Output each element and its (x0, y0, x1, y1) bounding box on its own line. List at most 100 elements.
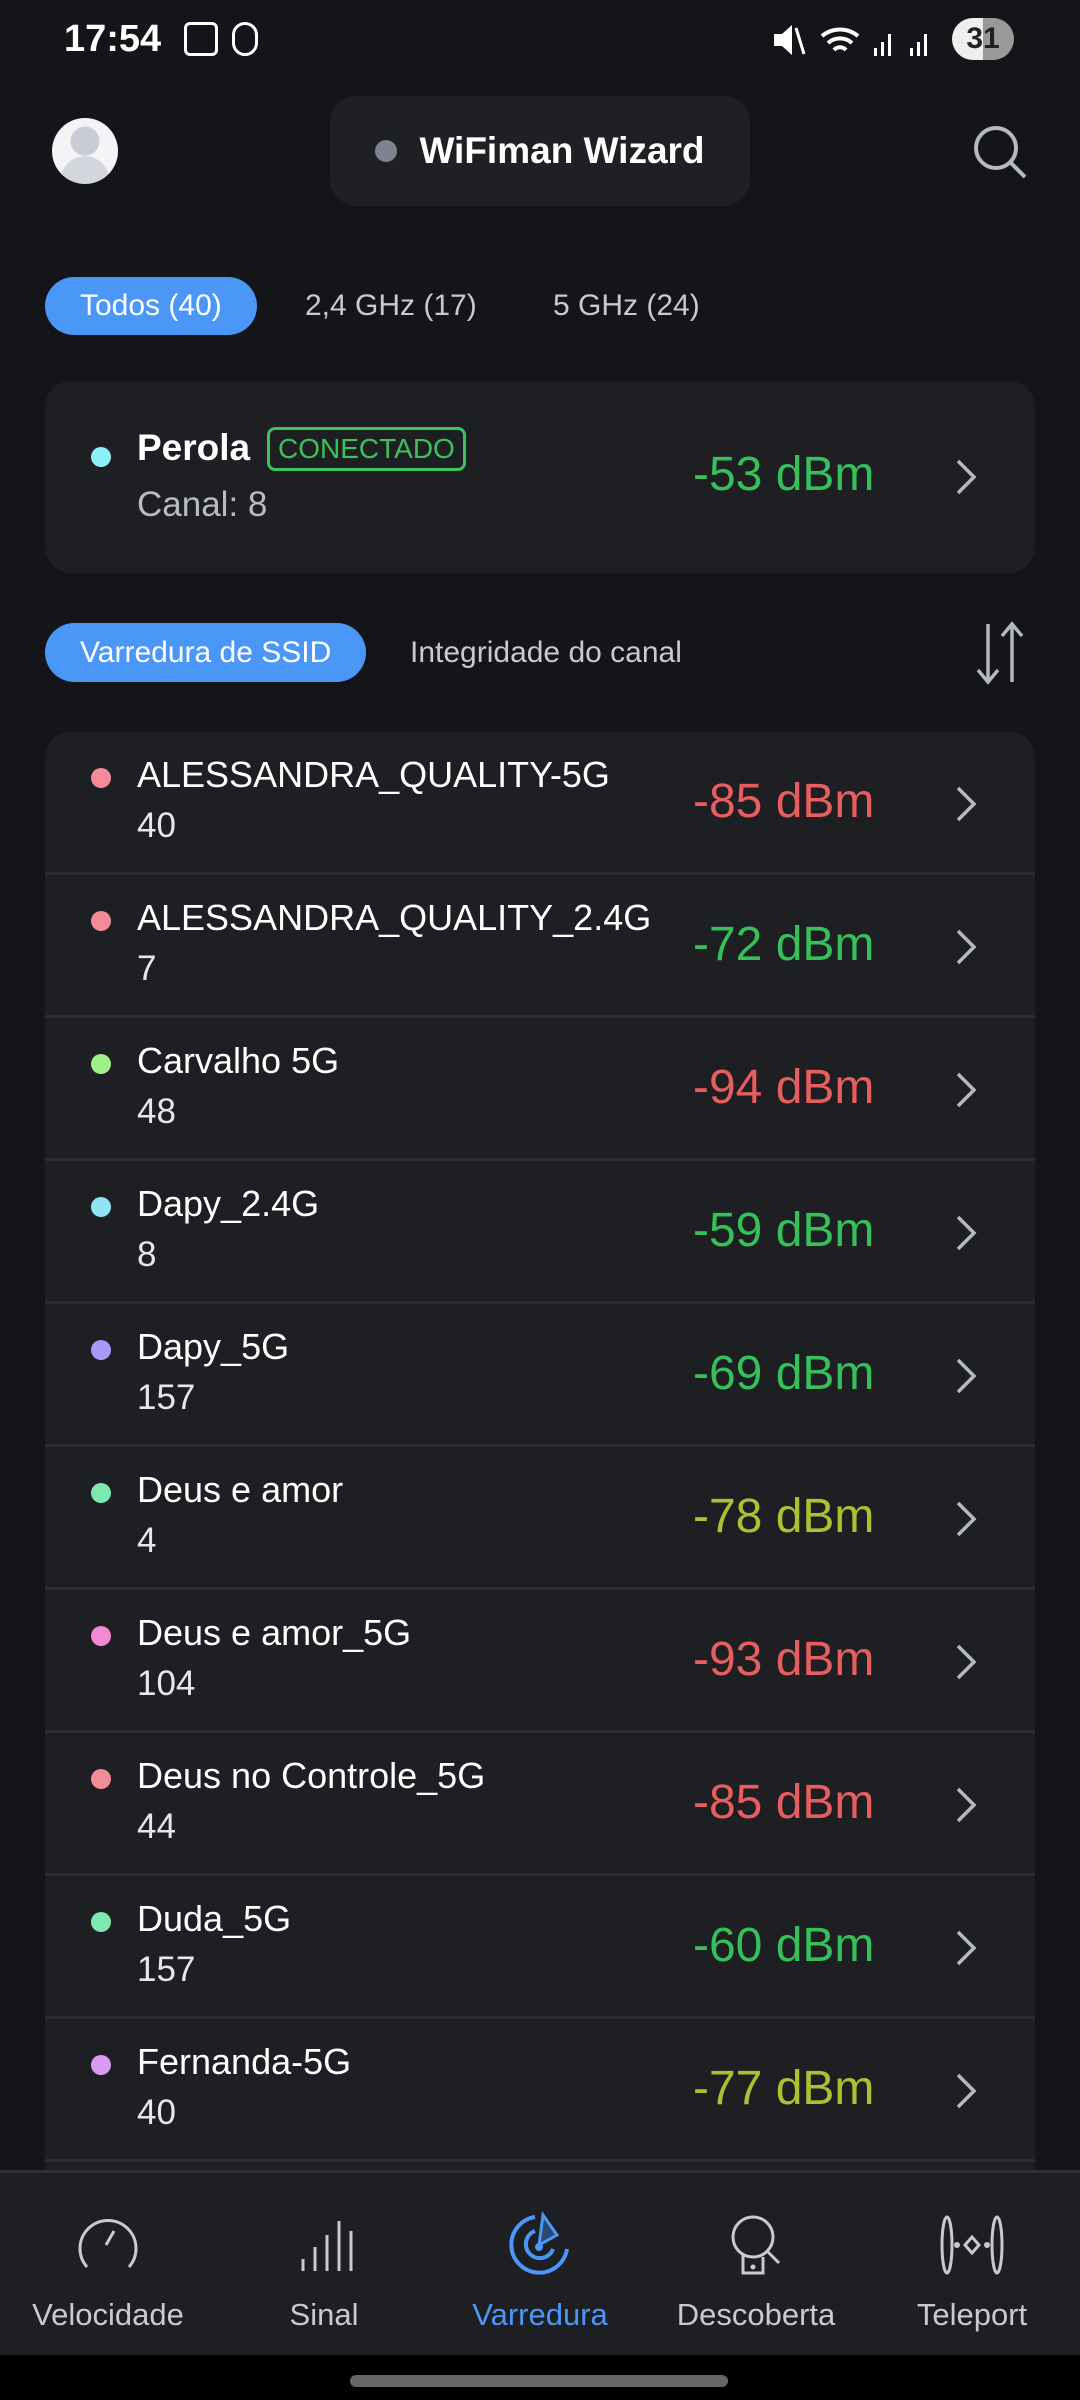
nav-label: Varredura (472, 2297, 608, 2332)
status-dot (375, 140, 398, 162)
network-signal: -94 dBm (693, 1061, 875, 1114)
chevron-right-icon (956, 2073, 977, 2109)
network-color-dot (91, 768, 111, 788)
network-signal: -59 dBm (693, 1204, 875, 1257)
network-channel: 48 (137, 1092, 176, 1131)
network-ssid: Fernanda-5G (137, 2041, 352, 2082)
chevron-right-icon (956, 1644, 977, 1680)
network-color-dot (91, 2055, 111, 2075)
nav-scan[interactable]: Varredura (432, 2173, 648, 2355)
battery-indicator: 31 (952, 18, 1014, 60)
network-signal: -60 dBm (693, 1919, 875, 1972)
status-bar: 17:54 31 (0, 0, 1080, 75)
network-ssid: ALESSANDRA_QUALITY_2.4G (137, 897, 652, 938)
network-color-dot (91, 1340, 111, 1360)
nav-discovery[interactable]: Descoberta (648, 2173, 864, 2355)
network-signal: -78 dBm (693, 1490, 875, 1543)
network-row[interactable]: Deus e amor_5G 104 -93 dBm (45, 1590, 1035, 1733)
connected-ssid: Perola (137, 427, 251, 468)
screenshot-icon (184, 22, 218, 56)
chevron-right-icon (956, 1930, 977, 1966)
chevron-right-icon (956, 1215, 977, 1251)
network-signal: -85 dBm (693, 775, 875, 828)
network-channel: 4 (137, 1521, 157, 1560)
network-channel: 157 (137, 1378, 196, 1417)
network-signal: -72 dBm (693, 918, 875, 971)
nav-label: Sinal (289, 2297, 359, 2332)
network-ssid: Dapy_5G (137, 1326, 290, 1367)
nav-label: Velocidade (32, 2297, 184, 2332)
nav-teleport[interactable]: Teleport (864, 2173, 1080, 2355)
network-ssid: Deus no Controle_5G (137, 1755, 486, 1796)
network-channel: 7 (137, 949, 157, 988)
network-row[interactable]: ALESSANDRA_QUALITY_2.4G 7 -72 dBm (45, 875, 1035, 1018)
network-channel: 104 (137, 1664, 196, 1703)
network-signal: -85 dBm (693, 1776, 875, 1829)
tab-ssid-scan[interactable]: Varredura de SSID (45, 623, 367, 682)
network-signal: -93 dBm (693, 1633, 875, 1686)
chevron-right-icon (956, 1501, 977, 1537)
home-gesture-handle[interactable] (350, 2375, 728, 2387)
network-row[interactable]: Carvalho 5G 48 -94 dBm (45, 1018, 1035, 1161)
tab-all[interactable]: Todos (40) (45, 277, 257, 335)
chevron-right-icon (956, 1358, 977, 1394)
connected-badge: CONECTADO (267, 427, 466, 471)
speedometer-icon (78, 2218, 138, 2268)
search-icon[interactable] (970, 122, 1030, 182)
tab-channel-health[interactable]: Integridade do canal (410, 636, 682, 669)
connected-channel: Canal: 8 (137, 485, 268, 524)
network-signal: -77 dBm (693, 2062, 875, 2115)
network-ssid: Deus e amor_5G (137, 1612, 412, 1653)
network-ssid: Deus e amor (137, 1469, 344, 1510)
network-channel: 40 (137, 2093, 176, 2132)
nav-label: Descoberta (676, 2297, 836, 2332)
connected-network-card[interactable]: Perola CONECTADO Canal: 8 -53 dBm (45, 381, 1035, 573)
chevron-right-icon (956, 786, 977, 822)
network-ssid: Carvalho 5G (137, 1040, 340, 1081)
nav-speed[interactable]: Velocidade (0, 2173, 216, 2355)
network-color-dot (91, 1626, 111, 1646)
device-discovery-icon (731, 2215, 781, 2275)
nav-signal[interactable]: Sinal (216, 2173, 432, 2355)
network-ssid: Dapy_2.4G (137, 1183, 320, 1224)
teleport-icon (940, 2215, 1004, 2275)
nav-label: Teleport (916, 2297, 1028, 2332)
connectivity-icons (774, 25, 927, 56)
network-color-dot (91, 1483, 111, 1503)
avatar[interactable] (52, 118, 118, 184)
network-signal: -69 dBm (693, 1347, 875, 1400)
network-color-dot (91, 1912, 111, 1932)
network-color-dot (91, 911, 111, 931)
radar-icon (509, 2210, 569, 2275)
voicemail-icon (232, 22, 258, 56)
network-row[interactable]: ALESSANDRA_QUALITY-5G 40 -85 dBm (45, 732, 1035, 875)
tab-2-4ghz[interactable]: 2,4 GHz (17) (305, 289, 477, 322)
signal-bars-icon (301, 2221, 353, 2271)
wizard-title: WiFiman Wizard (419, 130, 705, 171)
network-ssid: ALESSANDRA_QUALITY-5G (137, 754, 610, 795)
network-row[interactable]: Duda_5G 157 -60 dBm (45, 1876, 1035, 2019)
network-row[interactable]: Deus e amor 4 -78 dBm (45, 1447, 1035, 1590)
tab-5ghz[interactable]: 5 GHz (24) (553, 289, 700, 322)
chevron-right-icon (956, 1787, 977, 1823)
network-row[interactable]: Dapy_2.4G 8 -59 dBm (45, 1161, 1035, 1304)
bottom-nav: Velocidade Sinal Varredura Descoberta Te… (0, 2170, 1080, 2355)
network-channel: 40 (137, 806, 176, 845)
network-list: ALESSANDRA_QUALITY-5G 40 -85 dBm ALESSAN… (45, 732, 1035, 2182)
network-color-dot (91, 1769, 111, 1789)
network-color-dot (91, 447, 111, 467)
network-channel: 44 (137, 1807, 176, 1846)
network-ssid: Duda_5G (137, 1898, 292, 1939)
sort-icon[interactable] (972, 620, 1028, 686)
chevron-right-icon (956, 1072, 977, 1108)
network-channel: 8 (137, 1235, 157, 1274)
network-row[interactable]: Dapy_5G 157 -69 dBm (45, 1304, 1035, 1447)
connected-signal: -53 dBm (693, 448, 875, 501)
wizard-button[interactable]: WiFiman Wizard (330, 96, 750, 206)
chevron-right-icon (956, 929, 977, 965)
network-channel: 157 (137, 1950, 196, 1989)
network-row[interactable]: Deus no Controle_5G 44 -85 dBm (45, 1733, 1035, 1876)
network-color-dot (91, 1054, 111, 1074)
network-row[interactable]: Fernanda-5G 40 -77 dBm (45, 2019, 1035, 2162)
clock: 17:54 (64, 18, 162, 60)
